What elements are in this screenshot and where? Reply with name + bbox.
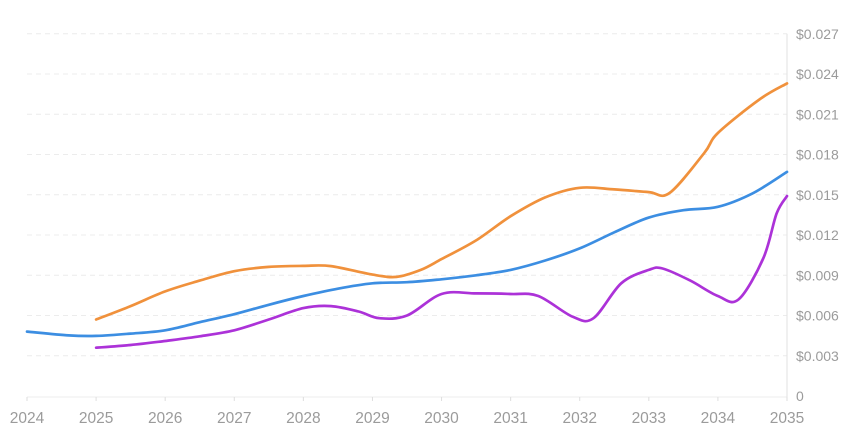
y-axis-tick-label: $0.027: [796, 26, 839, 42]
x-axis-tick-label: 2029: [355, 410, 389, 427]
blue-forecast-line[interactable]: [25, 170, 789, 338]
y-axis-tick-label: $0.018: [796, 147, 839, 163]
x-axis-tick-label: 2025: [79, 410, 113, 427]
y-axis-tick-label: 0: [796, 388, 804, 404]
x-axis-tick-label: 2027: [217, 410, 251, 427]
orange-forecast-line[interactable]: [94, 82, 789, 321]
y-axis-tick-label: $0.006: [796, 308, 839, 324]
y-axis-tick-label: $0.015: [796, 187, 839, 203]
x-axis-tick-label: 2028: [286, 410, 320, 427]
x-axis-tick-label: 2031: [493, 410, 527, 427]
x-axis-tick-label: 2033: [632, 410, 666, 427]
y-axis-tick-label: $0.024: [796, 66, 839, 82]
x-axis-tick-label: 2026: [148, 410, 182, 427]
x-axis-tick-label: 2035: [770, 410, 804, 427]
y-axis-tick-label: $0.009: [796, 267, 839, 283]
y-axis-tick-label: $0.012: [796, 227, 839, 243]
y-axis-tick-label: $0.003: [796, 348, 839, 364]
x-axis-tick-label: 2032: [562, 410, 596, 427]
x-axis-tick-label: 2030: [424, 410, 459, 427]
x-axis-tick-label: 2024: [10, 410, 45, 427]
purple-forecast-line[interactable]: [94, 194, 789, 350]
y-axis-tick-label: $0.021: [796, 106, 839, 122]
x-axis-tick-label: 2034: [701, 410, 736, 427]
